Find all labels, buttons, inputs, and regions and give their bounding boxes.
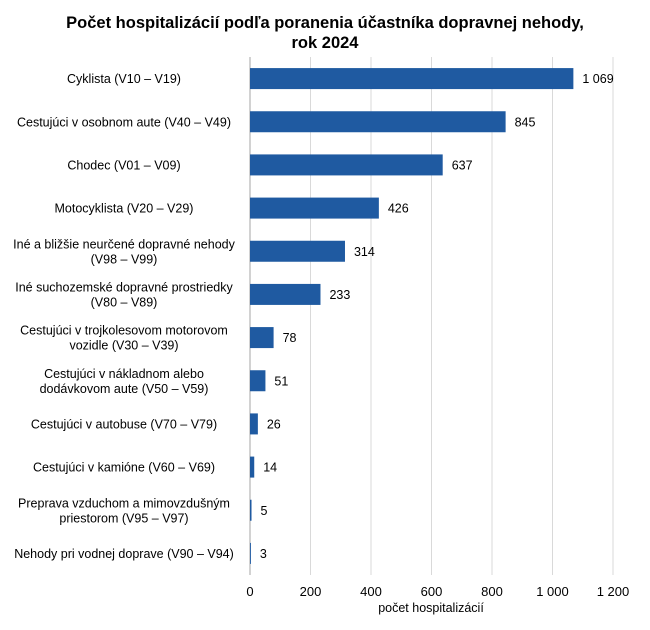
data-label: 26 [267,417,281,431]
data-label: 3 [260,547,267,561]
bar [250,456,255,478]
x-axis-label: počet hospitalizácií [378,601,484,615]
bar [250,111,506,133]
bar [250,370,266,392]
x-tick-label: 400 [360,584,382,599]
bar [250,197,379,219]
data-label: 426 [388,202,409,216]
category-label: Cestujúci v autobuse (V70 – V79) [31,417,217,431]
bars: 1 069 845 637 426 314 233 78 51 26 14 5 3 [250,68,614,564]
data-label: 314 [354,245,375,259]
bar [250,68,574,90]
x-tick-label: 600 [421,584,443,599]
bar [250,327,274,349]
chart-subtitle: rok 2024 [292,34,360,52]
category-label: Iné suchozemské dopravné prostriedky (V80… [15,280,233,309]
x-tick-label: 800 [481,584,503,599]
bar [250,154,443,176]
data-label: 1 069 [582,72,613,86]
bar [250,240,345,262]
category-label: Cestujúci v nákladnom alebo dodávkovom au… [40,367,209,396]
category-label: Cestujúci v osobnom aute (V40 – V49) [17,115,231,129]
x-tick-labels: 0 200 400 600 800 1 000 1 200 [246,584,629,599]
category-label: Motocyklista (V20 – V29) [55,202,194,216]
category-label: Preprava vzduchom a mimovzdušným priestor… [18,496,230,525]
category-label: Cyklista (V10 – V19) [67,72,181,86]
category-label: Iné a bližšie neurčené dopravné nehody (V… [13,237,235,266]
data-label: 78 [283,331,297,345]
bar [250,283,321,305]
bar [250,542,251,564]
category-label: Chodec (V01 – V09) [67,158,180,172]
bar [250,413,258,435]
data-label: 51 [274,374,288,388]
chart-title: Počet hospitalizácií podľa poranenia úča… [66,14,584,32]
data-label: 14 [263,461,277,475]
bar [250,499,252,521]
category-label: Nehody pri vodnej doprave (V90 – V94) [14,547,234,561]
data-label: 5 [261,504,268,518]
x-tick-label: 1 200 [597,584,630,599]
data-label: 845 [515,115,536,129]
x-tick-label: 0 [246,584,253,599]
category-label: Cestujúci v trojkolesovom motorovom vozid… [20,324,228,353]
x-tick-label: 200 [300,584,322,599]
category-label: Cestujúci v kamióne (V60 – V69) [33,461,215,475]
gridlines [249,57,614,575]
category-labels: Cyklista (V10 – V19) Cestujúci v osobnom … [13,72,235,561]
data-label: 637 [452,158,473,172]
x-tick-label: 1 000 [536,584,569,599]
data-label: 233 [329,288,350,302]
